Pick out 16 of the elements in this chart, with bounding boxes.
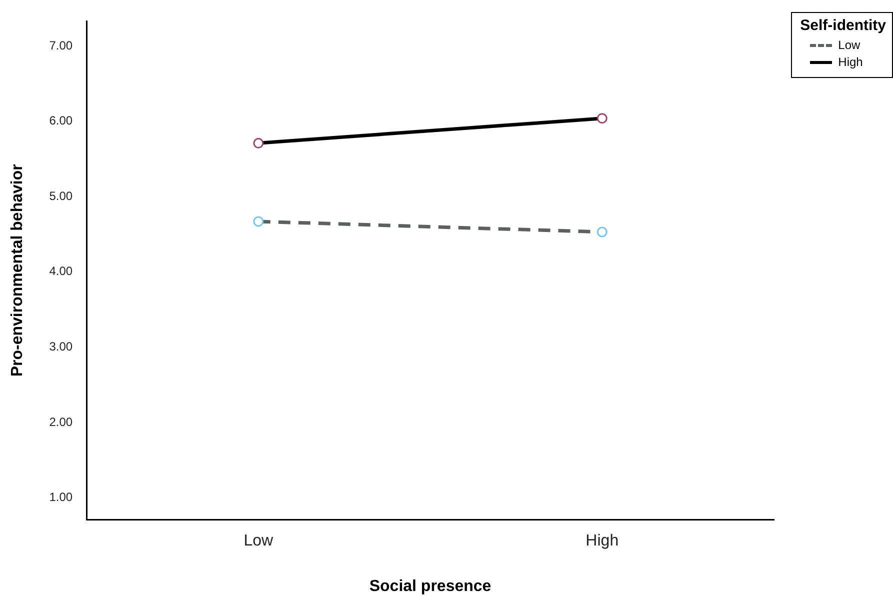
y-tick-label: 2.00 — [49, 414, 73, 429]
y-tick-label: 3.00 — [49, 340, 73, 354]
y-tick-label: 4.00 — [49, 264, 73, 278]
point — [596, 226, 608, 238]
point — [253, 216, 264, 227]
y-tick-label: 6.00 — [49, 114, 73, 128]
y-axis-title: Pro-environmental behavior — [9, 164, 26, 377]
y-tick-label: 1.00 — [49, 490, 73, 504]
y-tick-label: 5.00 — [49, 188, 73, 203]
legend-title: Self-identity — [800, 17, 886, 34]
legend-label: High — [838, 54, 863, 71]
point — [253, 138, 264, 148]
y-tick-label: 7.00 — [49, 38, 73, 52]
legend-label: Low — [838, 37, 860, 54]
x-axis-title: Social presence — [369, 578, 492, 595]
point — [596, 113, 608, 124]
